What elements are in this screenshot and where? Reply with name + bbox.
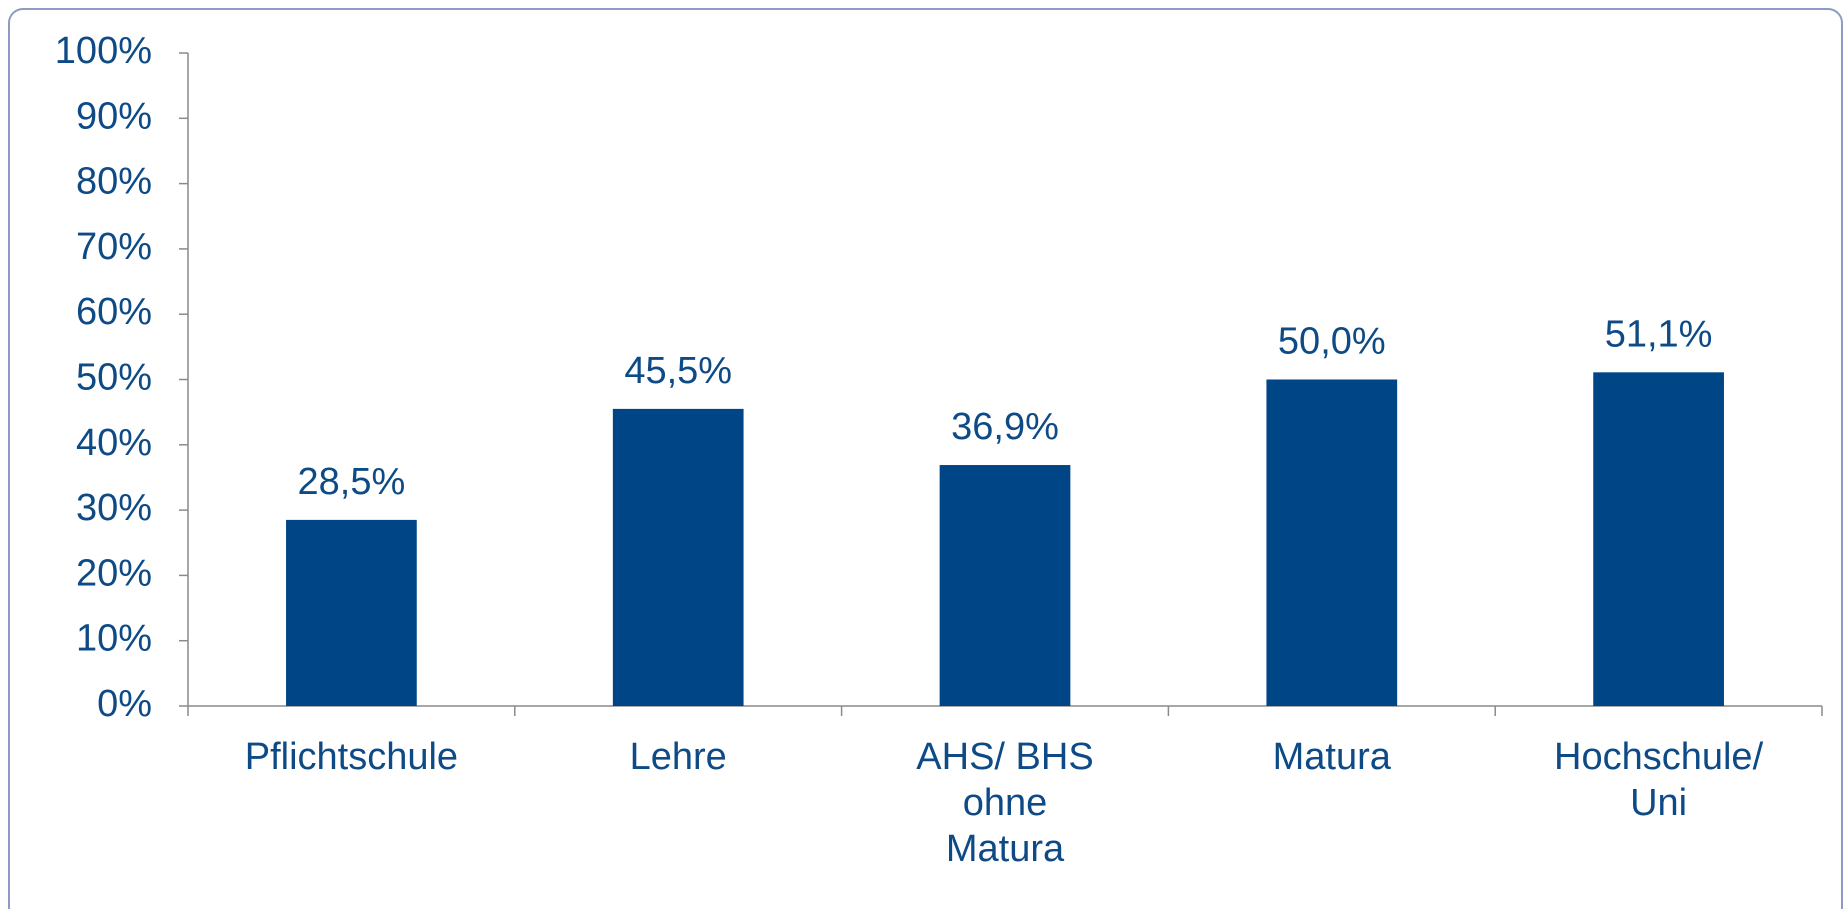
- value-label: 45,5%: [624, 350, 732, 392]
- bar: [939, 465, 1071, 706]
- y-tick-label: 50%: [76, 357, 152, 399]
- y-tick-label: 60%: [76, 291, 152, 333]
- x-tick-label: Matura: [1272, 736, 1391, 778]
- y-tick-label: 0%: [97, 683, 152, 725]
- bar: [1266, 379, 1398, 706]
- x-tick-label: AHS/ BHS ohne Matura: [916, 736, 1094, 870]
- bar: [286, 519, 417, 706]
- y-tick-label: 90%: [76, 95, 152, 137]
- y-tick-label: 80%: [76, 161, 152, 203]
- value-label: 50,0%: [1278, 321, 1386, 363]
- x-tick-label: Pflichtschule: [244, 736, 459, 778]
- x-tick-label: Lehre: [629, 736, 727, 778]
- y-tick-label: 40%: [76, 422, 152, 464]
- value-label: 28,5%: [298, 461, 406, 503]
- y-tick-label: 30%: [76, 487, 152, 529]
- value-label: 36,9%: [951, 406, 1059, 448]
- y-tick-label: 10%: [76, 618, 152, 660]
- chart-frame: [8, 8, 1843, 909]
- y-tick-label: 20%: [76, 552, 152, 594]
- value-label: 51,1%: [1605, 313, 1713, 355]
- bar: [612, 408, 744, 706]
- bar: [1593, 372, 1724, 706]
- y-tick-label: 100%: [55, 30, 152, 72]
- x-tick-label: Hochschule/ Uni: [1554, 736, 1764, 824]
- y-tick-label: 70%: [76, 226, 152, 268]
